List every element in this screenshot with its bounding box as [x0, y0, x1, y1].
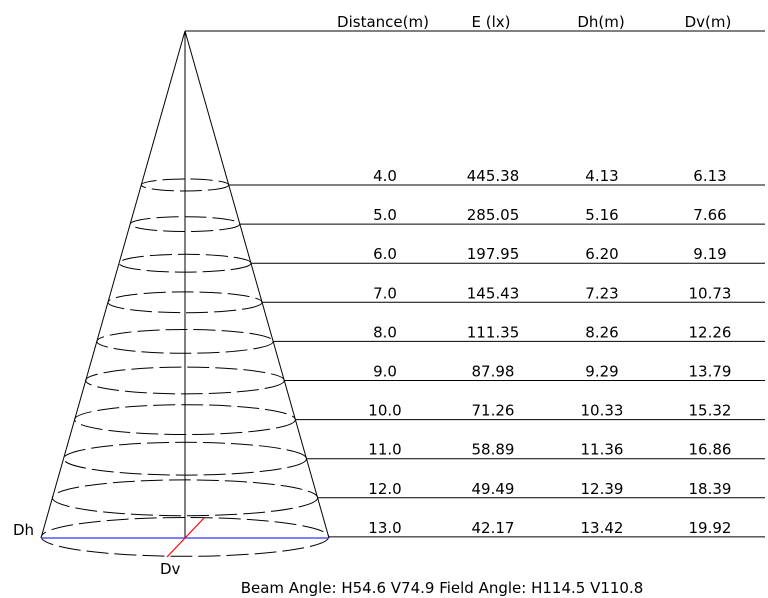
cell-illuminance: 445.38 — [467, 167, 520, 185]
cell-distance: 7.0 — [373, 284, 397, 302]
data-table: 4.0 445.38 4.13 6.13 5.0 285.05 5.16 7.66 6.0 197… — [368, 167, 731, 537]
cell-dh: 5.16 — [585, 206, 618, 224]
cell-distance: 9.0 — [373, 363, 397, 381]
cell-illuminance: 71.26 — [472, 402, 515, 420]
cell-dh: 12.39 — [581, 480, 624, 498]
header-dh: Dh(m) — [577, 13, 624, 31]
cell-distance: 4.0 — [373, 167, 397, 185]
cell-dv: 19.92 — [689, 519, 732, 537]
cell-dh: 9.29 — [585, 363, 618, 381]
cell-dv: 18.39 — [689, 480, 732, 498]
column-headers: Distance(m) E (lx) Dh(m) Dv(m) — [337, 13, 731, 31]
cell-dv: 16.86 — [689, 441, 732, 459]
table-row: 5.0 285.05 5.16 7.66 — [373, 206, 727, 224]
cell-distance: 11.0 — [368, 441, 401, 459]
table-row: 12.0 49.49 12.39 18.39 — [368, 480, 731, 498]
cone-left-edge — [40, 30, 186, 539]
cell-distance: 5.0 — [373, 206, 397, 224]
cell-illuminance: 285.05 — [467, 206, 520, 224]
cell-distance: 10.0 — [368, 402, 401, 420]
beam-ring — [129, 216, 241, 233]
header-illuminance: E (lx) — [472, 13, 511, 31]
cell-illuminance: 87.98 — [472, 363, 515, 381]
cell-dv: 13.79 — [689, 363, 732, 381]
cone-outline — [40, 30, 765, 539]
cell-distance: 6.0 — [373, 245, 397, 263]
header-dv: Dv(m) — [685, 13, 732, 31]
footer-beam-field-angles: Beam Angle: H54.6 V74.9 Field Angle: H11… — [241, 579, 644, 597]
table-row: 11.0 58.89 11.36 16.86 — [368, 441, 731, 459]
cell-dh: 11.36 — [581, 441, 624, 459]
table-row: 8.0 111.35 8.26 12.26 — [373, 323, 731, 341]
cell-dv: 15.32 — [689, 402, 732, 420]
table-row: 6.0 197.95 6.20 9.19 — [373, 245, 727, 263]
cell-dh: 8.26 — [585, 323, 618, 341]
cell-illuminance: 197.95 — [467, 245, 520, 263]
cell-dh: 7.23 — [585, 284, 618, 302]
cell-dh: 4.13 — [585, 167, 618, 185]
cell-dv: 12.26 — [689, 323, 732, 341]
cell-distance: 8.0 — [373, 323, 397, 341]
dv-axis-line — [166, 517, 205, 558]
cell-dv: 6.13 — [693, 167, 726, 185]
table-row: 9.0 87.98 9.29 13.79 — [373, 363, 731, 381]
cell-dv: 7.66 — [693, 206, 726, 224]
cell-dh: 10.33 — [581, 402, 624, 420]
table-row: 4.0 445.38 4.13 6.13 — [373, 167, 727, 185]
cell-illuminance: 58.89 — [472, 441, 515, 459]
cell-distance: 12.0 — [368, 480, 401, 498]
table-row: 13.0 42.17 13.42 19.92 — [368, 519, 731, 537]
cell-dv: 10.73 — [689, 284, 732, 302]
cell-dh: 13.42 — [581, 519, 624, 537]
dv-label: Dv — [160, 560, 181, 578]
table-row: 7.0 145.43 7.23 10.73 — [373, 284, 731, 302]
row-leader-lines — [228, 184, 765, 538]
cone-right-edge — [184, 30, 330, 539]
cell-distance: 13.0 — [368, 519, 401, 537]
cell-illuminance: 49.49 — [472, 480, 515, 498]
header-distance: Distance(m) — [337, 13, 429, 31]
dh-label: Dh — [13, 521, 34, 539]
table-row: 10.0 71.26 10.33 15.32 — [368, 402, 731, 420]
cell-illuminance: 42.17 — [472, 519, 515, 537]
cell-illuminance: 111.35 — [467, 323, 520, 341]
cell-dh: 6.20 — [585, 245, 618, 263]
cell-dv: 9.19 — [693, 245, 726, 263]
cell-illuminance: 145.43 — [467, 284, 520, 302]
